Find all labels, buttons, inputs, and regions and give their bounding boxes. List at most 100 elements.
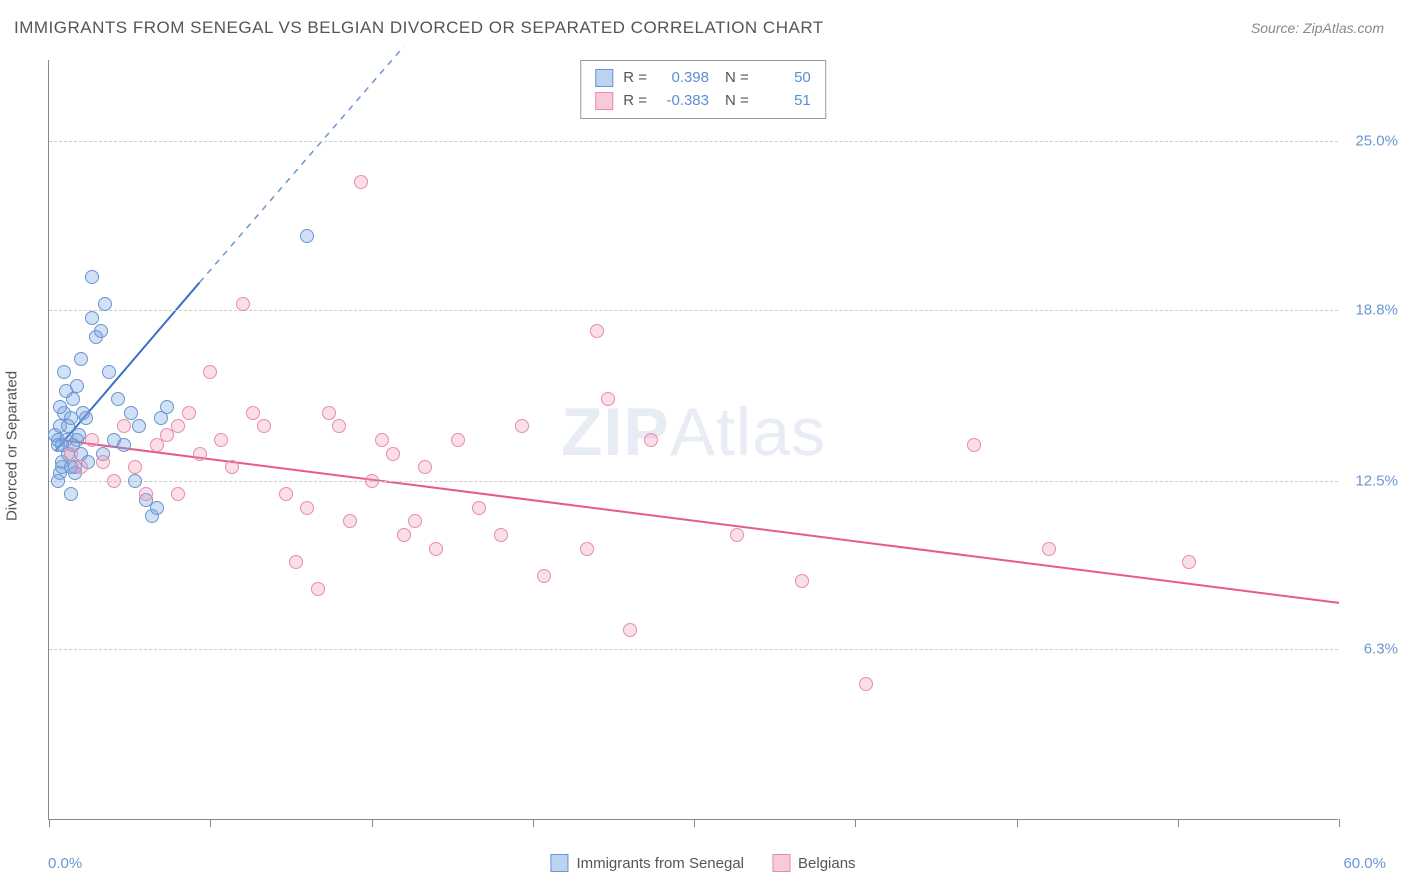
data-point	[193, 447, 207, 461]
data-point	[537, 569, 551, 583]
n-label: N =	[725, 67, 749, 90]
data-point	[139, 487, 153, 501]
x-tick	[210, 819, 211, 827]
data-point	[386, 447, 400, 461]
data-point	[343, 514, 357, 528]
data-point	[859, 677, 873, 691]
r-label: R =	[623, 90, 647, 113]
data-point	[795, 574, 809, 588]
data-point	[74, 460, 88, 474]
watermark: ZIPAtlas	[561, 393, 826, 471]
data-point	[85, 311, 99, 325]
legend-series: Immigrants from Senegal Belgians	[550, 854, 855, 872]
data-point	[98, 297, 112, 311]
data-point	[64, 487, 78, 501]
data-point	[171, 487, 185, 501]
legend-item: Immigrants from Senegal	[550, 854, 744, 872]
legend-stats-row: R = 0.398 N = 50	[595, 67, 811, 90]
watermark-atlas: Atlas	[670, 394, 826, 470]
data-point	[203, 365, 217, 379]
data-point	[494, 528, 508, 542]
data-point	[644, 433, 658, 447]
data-point	[124, 406, 138, 420]
data-point	[128, 474, 142, 488]
data-point	[451, 433, 465, 447]
data-point	[51, 474, 65, 488]
data-point	[107, 474, 121, 488]
data-point	[85, 433, 99, 447]
source-attribution: Source: ZipAtlas.com	[1251, 20, 1384, 36]
r-label: R =	[623, 67, 647, 90]
legend-swatch	[550, 854, 568, 872]
data-point	[289, 555, 303, 569]
gridline	[49, 141, 1338, 142]
data-point	[418, 460, 432, 474]
x-tick	[372, 819, 373, 827]
n-value: 50	[759, 67, 811, 90]
data-point	[111, 392, 125, 406]
data-point	[236, 297, 250, 311]
legend-stats: R = 0.398 N = 50 R = -0.383 N = 51	[580, 60, 826, 119]
x-max-label: 60.0%	[1343, 855, 1386, 872]
data-point	[375, 433, 389, 447]
n-label: N =	[725, 90, 749, 113]
data-point	[311, 582, 325, 596]
data-point	[601, 392, 615, 406]
data-point	[257, 419, 271, 433]
data-point	[94, 324, 108, 338]
n-value: 51	[759, 90, 811, 113]
x-tick	[533, 819, 534, 827]
data-point	[472, 501, 486, 515]
data-point	[85, 270, 99, 284]
data-point	[429, 542, 443, 556]
data-point	[132, 419, 146, 433]
legend-swatch	[595, 92, 613, 110]
data-point	[730, 528, 744, 542]
legend-swatch	[595, 69, 613, 87]
y-tick-label: 6.3%	[1343, 641, 1398, 658]
data-point	[354, 175, 368, 189]
data-point	[967, 438, 981, 452]
data-point	[102, 365, 116, 379]
data-point	[300, 229, 314, 243]
legend-label: Belgians	[798, 855, 856, 872]
gridline	[49, 481, 1338, 482]
legend-swatch	[772, 854, 790, 872]
x-tick	[49, 819, 50, 827]
data-point	[53, 400, 67, 414]
data-point	[61, 419, 75, 433]
gridline	[49, 649, 1338, 650]
plot-area: ZIPAtlas 6.3%12.5%18.8%25.0%	[48, 60, 1338, 820]
y-axis-label: Divorced or Separated	[4, 371, 21, 521]
data-point	[214, 433, 228, 447]
r-value: -0.383	[657, 90, 709, 113]
y-tick-label: 12.5%	[1343, 472, 1398, 489]
data-point	[150, 438, 164, 452]
data-point	[96, 455, 110, 469]
data-point	[580, 542, 594, 556]
data-point	[397, 528, 411, 542]
legend-label: Immigrants from Senegal	[576, 855, 744, 872]
data-point	[128, 460, 142, 474]
x-tick	[1178, 819, 1179, 827]
data-point	[74, 352, 88, 366]
legend-stats-row: R = -0.383 N = 51	[595, 90, 811, 113]
data-point	[57, 365, 71, 379]
x-tick	[1017, 819, 1018, 827]
data-point	[300, 501, 314, 515]
r-value: 0.398	[657, 67, 709, 90]
data-point	[117, 438, 131, 452]
legend-item: Belgians	[772, 854, 856, 872]
watermark-zip: ZIP	[561, 394, 670, 470]
data-point	[1042, 542, 1056, 556]
data-point	[590, 324, 604, 338]
data-point	[225, 460, 239, 474]
y-tick-label: 18.8%	[1343, 301, 1398, 318]
data-point	[59, 384, 73, 398]
data-point	[64, 447, 78, 461]
chart-title: IMMIGRANTS FROM SENEGAL VS BELGIAN DIVOR…	[14, 18, 824, 38]
x-tick	[1339, 819, 1340, 827]
x-min-label: 0.0%	[48, 855, 82, 872]
x-tick	[694, 819, 695, 827]
y-tick-label: 25.0%	[1343, 133, 1398, 150]
